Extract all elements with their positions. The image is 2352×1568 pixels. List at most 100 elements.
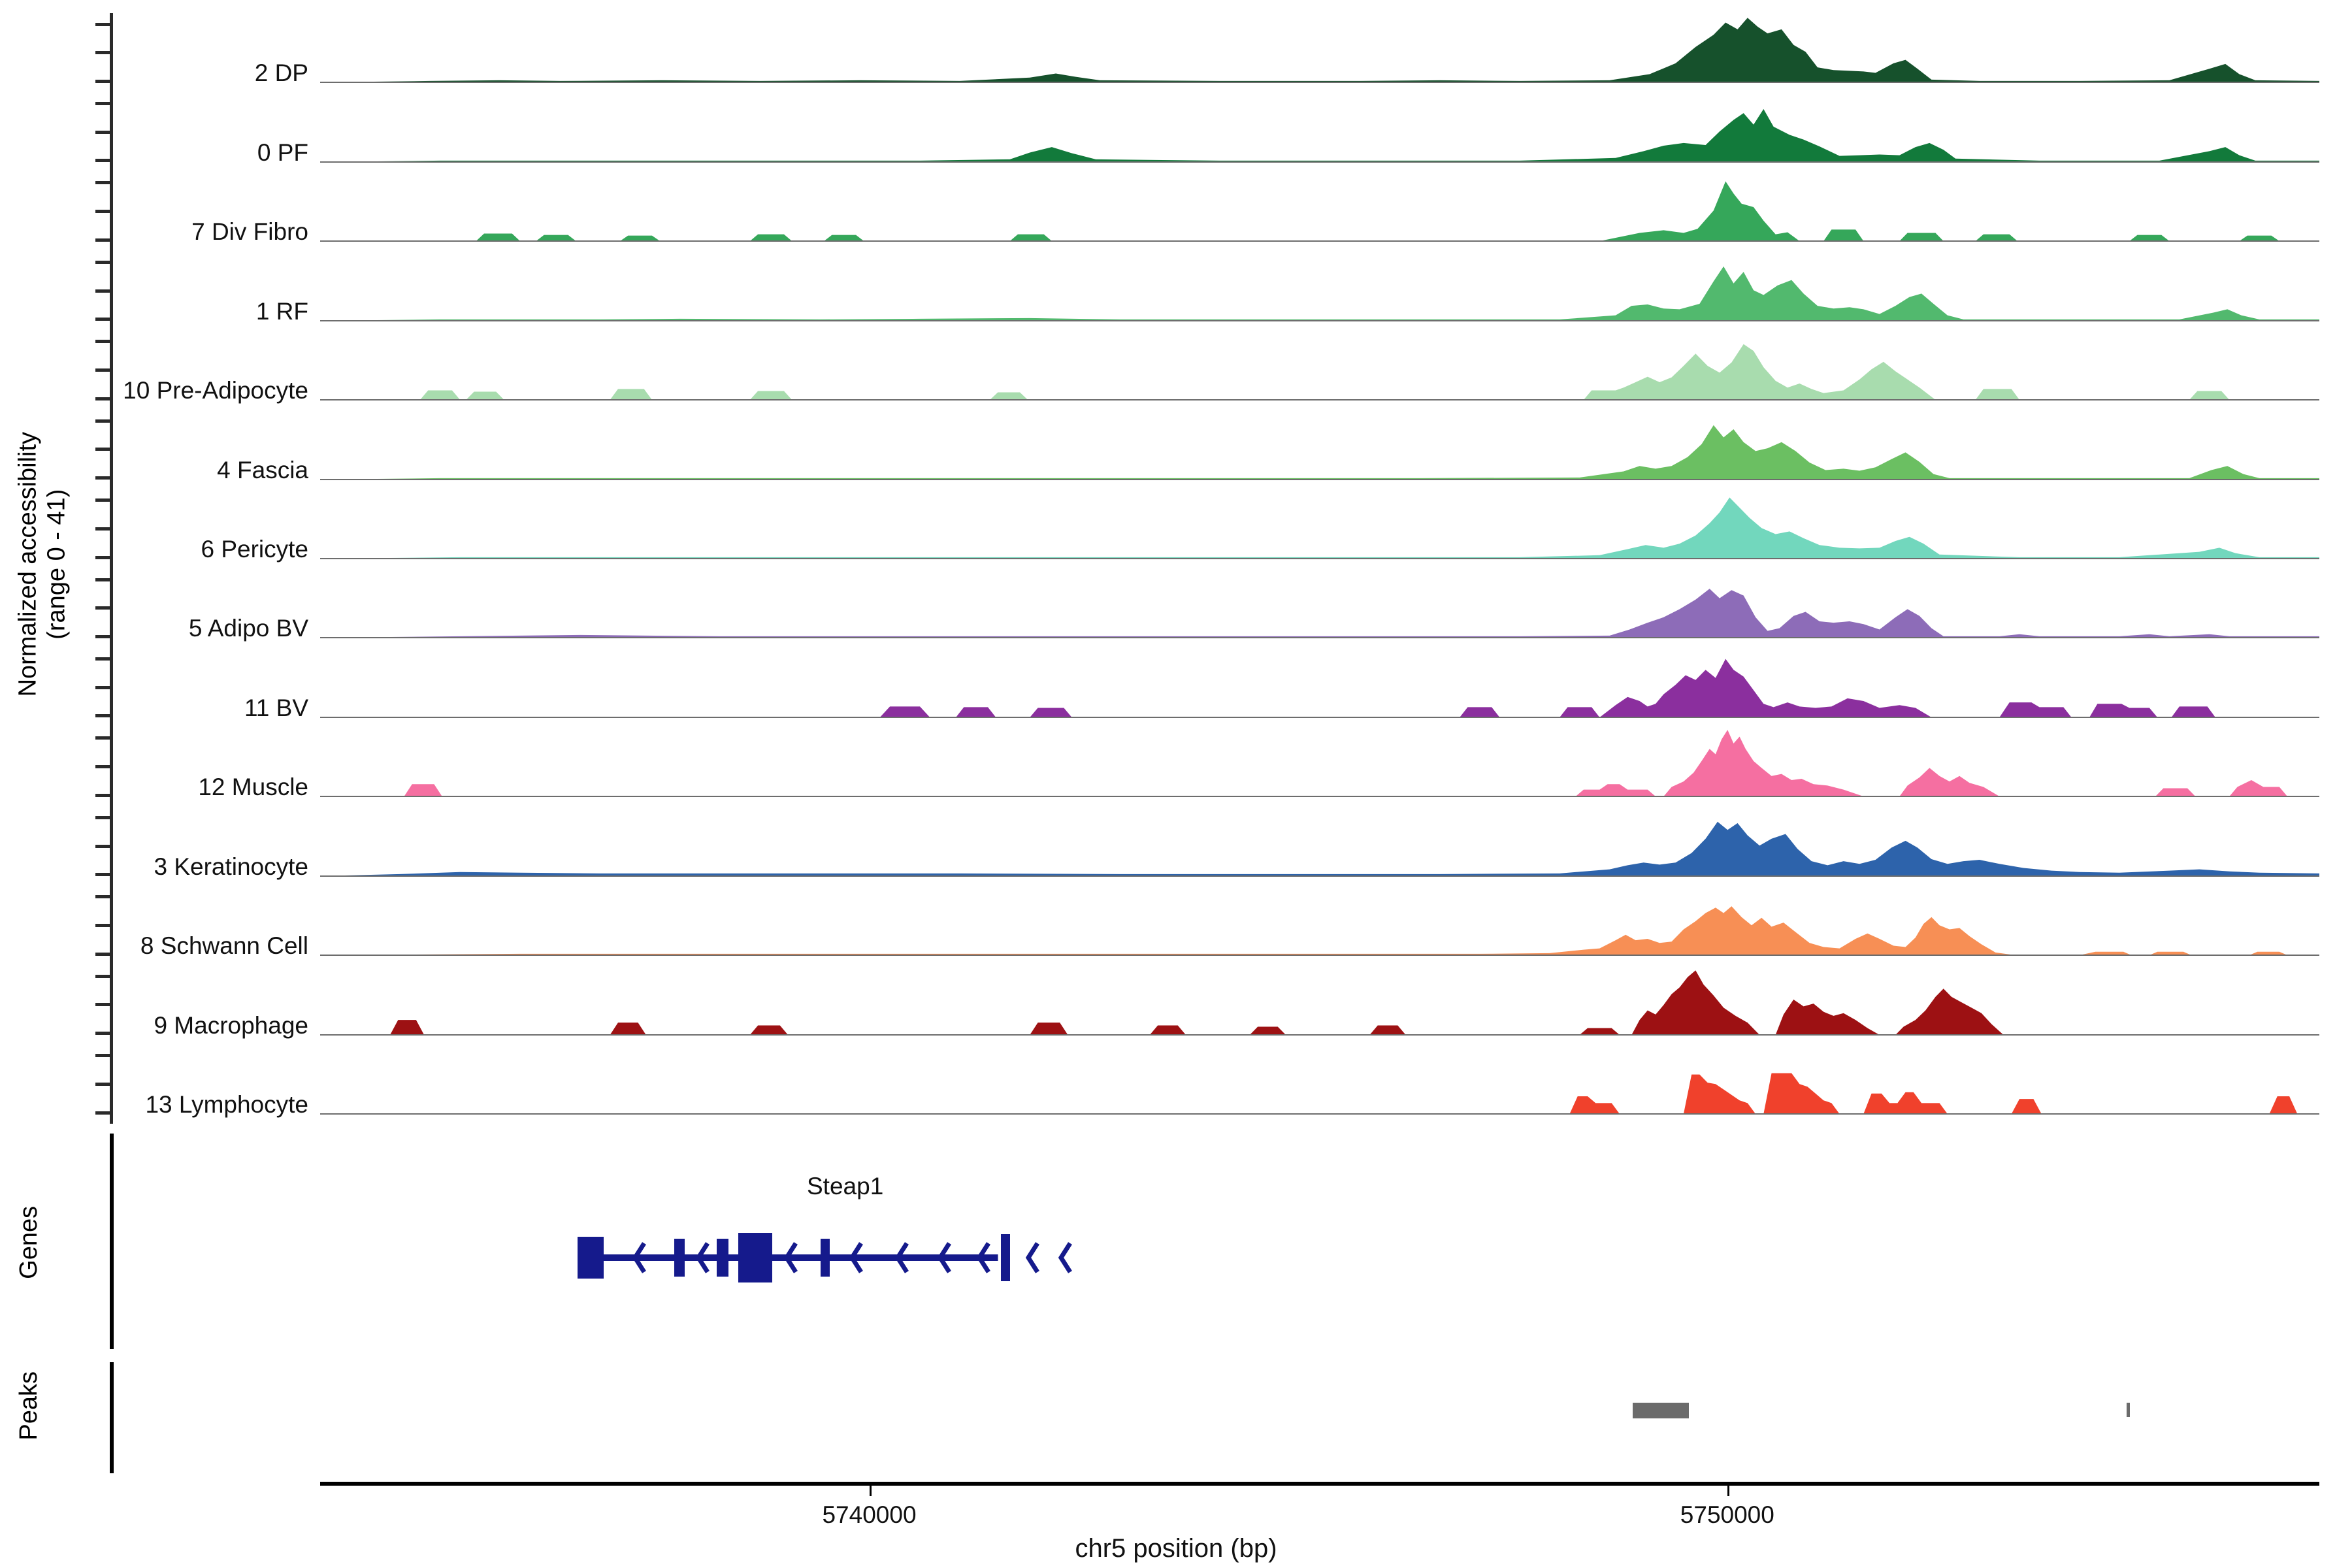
- peaks-axis-line: [110, 1362, 114, 1473]
- y-axis-tick: [95, 368, 110, 372]
- coverage-track-label: 13 Lymphocyte: [145, 1091, 308, 1118]
- coverage-track-label: 8 Schwann Cell: [140, 932, 308, 960]
- coverage-track: 12 Muscle: [198, 729, 2319, 800]
- y-axis-tick: [95, 895, 110, 899]
- gene-strand-arrow: [695, 1242, 710, 1273]
- coverage-y-axis-line: [110, 13, 113, 1124]
- y-axis-tick: [95, 606, 110, 610]
- x-axis-title: chr5 position (bp): [1075, 1534, 1277, 1563]
- y-axis-tick: [95, 765, 110, 769]
- coverage-track-label: 2 DP: [254, 59, 308, 87]
- coverage-area-path: [320, 18, 2319, 83]
- y-axis-tick: [95, 419, 110, 423]
- y-axis-tick: [95, 844, 110, 848]
- coverage-track: 2 DP: [255, 15, 2319, 86]
- coverage-area-path: [320, 425, 2319, 480]
- gene-strand-arrow: [1025, 1242, 1039, 1273]
- coverage-track-label: 9 Macrophage: [154, 1011, 308, 1039]
- coverage-track-baseline: [320, 716, 2319, 718]
- gene-strand-arrow: [894, 1242, 909, 1273]
- coverage-track-label: 10 Pre-Adipocyte: [123, 377, 308, 404]
- coverage-track-area: [320, 821, 2319, 876]
- y-axis-tick: [95, 924, 110, 927]
- gene-model-area: Steap1: [320, 1134, 2319, 1349]
- coverage-track: 4 Fascia: [217, 412, 2319, 483]
- y-axis-tick: [95, 260, 110, 264]
- gene-strand-arrow: [937, 1242, 951, 1273]
- x-axis-line: [320, 1482, 2319, 1486]
- y-axis-tick: [95, 51, 110, 55]
- coverage-track: 0 PF: [257, 95, 2319, 166]
- coverage-track: 13 Lymphocyte: [145, 1047, 2319, 1118]
- coverage-track-area: [320, 589, 2319, 638]
- coverage-area-path: [320, 730, 2319, 797]
- coverage-track: 6 Pericyte: [201, 491, 2319, 563]
- coverage-track-label: 0 PF: [257, 139, 308, 166]
- x-axis-tick: [1727, 1486, 1729, 1496]
- coverage-track-label: 11 BV: [244, 694, 308, 721]
- y-axis-tick: [95, 974, 110, 978]
- y-axis-tick: [95, 102, 110, 105]
- y-axis-tick: [95, 1003, 110, 1007]
- coverage-area-path: [320, 906, 2319, 956]
- genes-panel: Steap1: [0, 1134, 2352, 1349]
- coverage-track-area: [320, 425, 2319, 480]
- coverage-area-path: [320, 181, 2319, 242]
- y-axis-tick: [95, 448, 110, 451]
- y-axis-tick: [95, 397, 110, 400]
- gene-exon: [674, 1239, 685, 1277]
- y-axis-tick: [95, 318, 110, 321]
- coverage-track: 1 RF: [256, 253, 2319, 325]
- coverage-track-baseline: [320, 319, 2319, 321]
- y-axis-tick: [95, 1111, 110, 1115]
- y-axis-tick: [95, 714, 110, 718]
- gene-exon: [738, 1233, 772, 1282]
- coverage-track-label: 1 RF: [255, 297, 308, 325]
- y-axis-tick: [95, 181, 110, 185]
- y-axis-tick: [95, 555, 110, 559]
- y-axis-tick: [95, 210, 110, 214]
- coverage-track-baseline: [320, 875, 2319, 877]
- coverage-area-path: [320, 497, 2319, 559]
- coverage-track-baseline: [320, 558, 2319, 559]
- y-axis-tick: [95, 635, 110, 638]
- coverage-area-path: [320, 821, 2319, 876]
- coverage-track-area: [320, 344, 2319, 400]
- y-axis-tick: [95, 1054, 110, 1058]
- coverage-area-path: [320, 589, 2319, 638]
- y-axis-tick: [95, 952, 110, 956]
- coverage-track-area: [320, 659, 2319, 717]
- coverage-track-area: [320, 18, 2319, 83]
- gene-strand-arrow: [1058, 1242, 1072, 1273]
- coverage-track-area: [320, 1073, 2319, 1114]
- coverage-area-path: [320, 1073, 2319, 1114]
- y-axis-tick: [95, 1082, 110, 1086]
- y-axis-tick: [95, 80, 110, 83]
- gene-strand-arrow: [976, 1242, 990, 1273]
- coverage-track-area: [320, 906, 2319, 956]
- y-axis-tick: [95, 498, 110, 502]
- y-axis-tick: [95, 578, 110, 581]
- coverage-track-area: [320, 181, 2319, 242]
- coverage-track-baseline: [320, 1034, 2319, 1036]
- coverage-area-path: [320, 266, 2319, 321]
- coverage-track-area: [320, 108, 2319, 162]
- coverage-track-label: 6 Pericyte: [201, 536, 308, 563]
- y-axis-tick: [95, 476, 110, 480]
- coverage-track: 9 Macrophage: [154, 968, 2319, 1039]
- coverage-track-area: [320, 497, 2319, 559]
- coverage-track-label: 4 Fascia: [217, 456, 308, 483]
- x-axis-tick-label: 5750000: [1680, 1501, 1774, 1528]
- y-axis-tick: [95, 793, 110, 797]
- y-axis-tick: [95, 736, 110, 740]
- coverage-area-path: [320, 344, 2319, 400]
- coverage-track-area: [320, 266, 2319, 321]
- y-axis-tick: [95, 685, 110, 689]
- gene-label: Steap1: [807, 1173, 884, 1200]
- genes-axis-line: [110, 1134, 114, 1349]
- gene-exon: [577, 1237, 604, 1279]
- y-axis-tick: [95, 340, 110, 344]
- coverage-track-baseline: [320, 478, 2319, 480]
- y-axis-tick: [95, 22, 110, 26]
- y-axis-tick: [95, 238, 110, 242]
